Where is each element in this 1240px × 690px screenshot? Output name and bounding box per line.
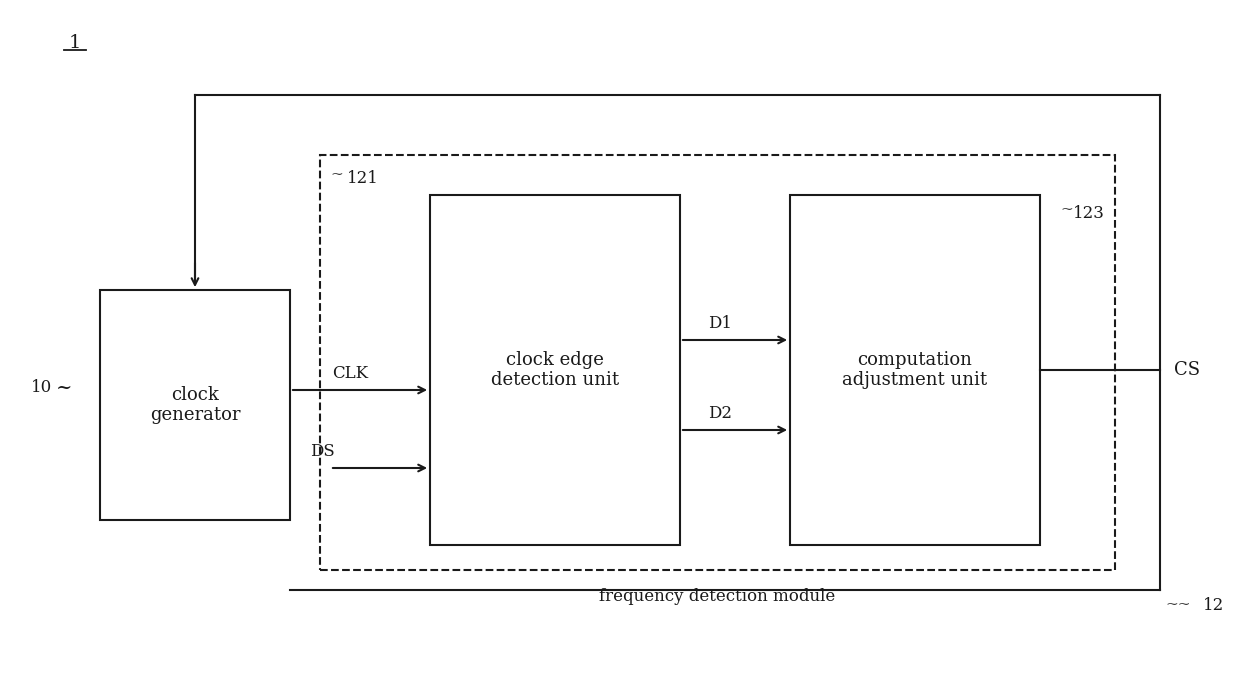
Text: clock edge
detection unit: clock edge detection unit — [491, 351, 619, 389]
Bar — [100, 290, 290, 520]
Text: D2: D2 — [708, 405, 732, 422]
Bar — [430, 195, 680, 545]
Text: computation
adjustment unit: computation adjustment unit — [842, 351, 987, 389]
Bar — [320, 155, 1115, 570]
Bar — [790, 195, 1040, 545]
Text: 123: 123 — [1073, 205, 1105, 222]
Text: ~: ~ — [56, 379, 72, 397]
Text: clock
generator: clock generator — [150, 386, 241, 424]
Text: CS: CS — [1174, 361, 1200, 379]
Text: 12: 12 — [1203, 596, 1224, 613]
Text: CLK: CLK — [332, 365, 368, 382]
Text: 10: 10 — [31, 380, 52, 397]
Text: D1: D1 — [708, 315, 732, 332]
Text: DS: DS — [310, 443, 335, 460]
Text: 1: 1 — [68, 34, 81, 52]
Text: ~~: ~~ — [1166, 598, 1190, 612]
Text: ~: ~ — [1060, 203, 1073, 217]
Text: 121: 121 — [347, 170, 379, 187]
Text: ~: ~ — [330, 168, 342, 182]
Text: frequency detection module: frequency detection module — [599, 588, 836, 605]
